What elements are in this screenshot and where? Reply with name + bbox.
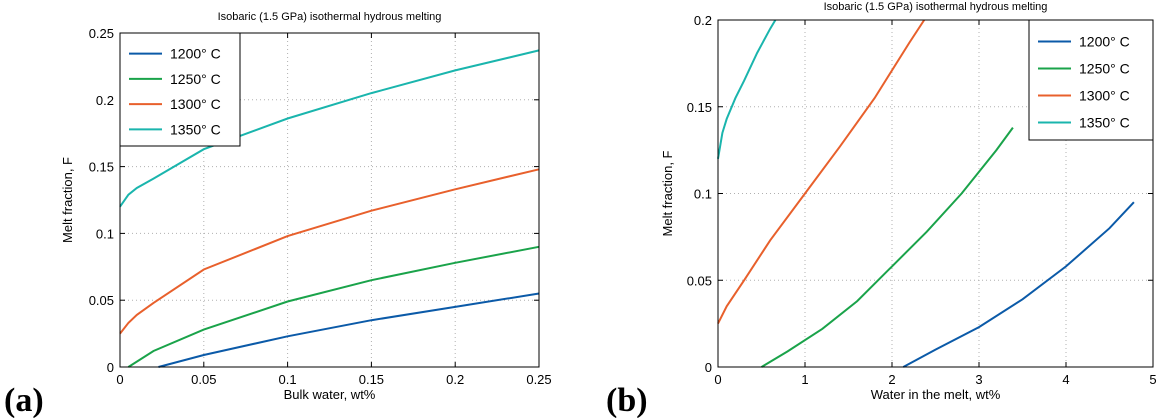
y-tick-label: 0.15: [89, 160, 114, 175]
y-tick-label: 0.05: [89, 293, 114, 308]
series-line-3: [119, 49, 540, 208]
series-line-0: [902, 201, 1135, 368]
y-tick-label: 0.05: [687, 273, 712, 288]
y-tick-label: 0.25: [89, 26, 114, 41]
legend-label-0: 1200° C: [1079, 34, 1130, 50]
legend-label-3: 1350° C: [1079, 115, 1130, 131]
series-line-3: [717, 19, 777, 159]
legend-box: [1028, 19, 1154, 141]
legend-label-2: 1300° C: [170, 96, 221, 112]
series-line-2: [717, 19, 926, 325]
series-line-0: [158, 292, 540, 368]
y-tick-label: 0.1: [96, 226, 114, 241]
x-tick-label: 4: [1062, 372, 1069, 387]
y-tick-label: 0.2: [96, 93, 114, 108]
x-tick-label: 0: [714, 372, 721, 387]
series-line-1: [127, 245, 540, 368]
x-axis-label: Water in the melt, wt%: [871, 387, 1001, 402]
series-line-1: [760, 127, 1014, 368]
chart-panel-b: Isobaric (1.5 GPa) isothermal hydrous me…: [660, 1, 1157, 402]
x-axis-label: Bulk water, wt%: [284, 387, 376, 402]
legend: 1200° C 1250° C 1300° C 1350° C: [1028, 19, 1154, 141]
x-tick-label: 1: [801, 372, 808, 387]
y-tick-label: 0.2: [694, 13, 712, 28]
legend-label-2: 1300° C: [1079, 88, 1130, 104]
chart-title: Isobaric (1.5 GPa) isothermal hydrous me…: [824, 1, 1048, 13]
x-tick-label: 5: [1149, 372, 1156, 387]
x-tick-label: 0.2: [446, 372, 464, 387]
y-tick-label: 0.15: [687, 100, 712, 115]
legend: 1200° C 1250° C 1300° C 1350° C: [119, 32, 241, 147]
legend-label-1: 1250° C: [1079, 61, 1130, 77]
axes-frame: [119, 32, 540, 368]
x-tick-label: 0.15: [359, 372, 384, 387]
y-tick-label: 0: [107, 360, 114, 375]
chart-title: Isobaric (1.5 GPa) isothermal hydrous me…: [218, 11, 442, 23]
panel-label-b: (b): [606, 382, 648, 418]
x-tick-label: 0.25: [526, 372, 551, 387]
legend-label-0: 1200° C: [170, 46, 221, 62]
x-tick-label: 2: [888, 372, 895, 387]
x-tick-label: 0.05: [191, 372, 216, 387]
y-tick-label: 0.1: [694, 187, 712, 202]
chart-panel-a: Isobaric (1.5 GPa) isothermal hydrous me…: [60, 11, 552, 402]
y-tick-label: 0: [705, 360, 712, 375]
legend-label-1: 1250° C: [170, 71, 221, 87]
panel-label-a: (a): [4, 382, 44, 418]
x-tick-label: 0: [116, 372, 123, 387]
legend-label-3: 1350° C: [170, 121, 221, 137]
x-tick-label: 3: [975, 372, 982, 387]
legend-box: [119, 32, 241, 147]
series-line-2: [119, 168, 540, 335]
y-axis-label: Melt fraction, F: [660, 150, 675, 236]
x-tick-label: 0.1: [279, 372, 297, 387]
y-axis-label: Melt fraction, F: [60, 157, 75, 243]
